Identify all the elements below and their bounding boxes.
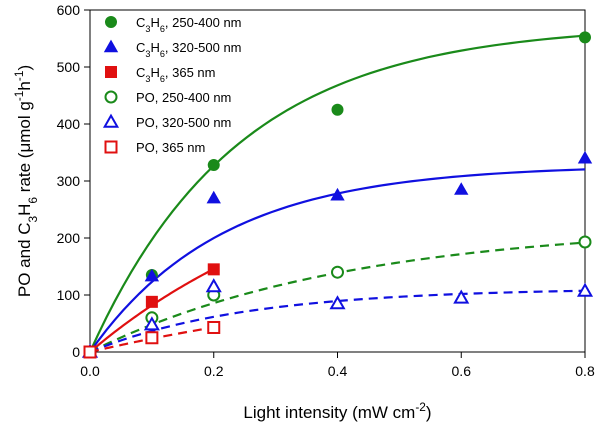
x-axis-title: Light intensity (mW cm-2): [243, 400, 431, 422]
y-tick-label: 400: [57, 116, 81, 132]
data-point: [330, 187, 345, 201]
y-tick-label: 0: [72, 344, 80, 360]
y-tick-label: 500: [57, 59, 81, 75]
fit-line: [89, 34, 586, 353]
x-tick-label: 0.4: [328, 363, 348, 379]
data-point: [578, 235, 592, 249]
legend-marker: [105, 66, 117, 78]
legend-marker: [102, 113, 120, 128]
y-axis-title: PO and C3H6 rate (μmol g-1h-1): [12, 65, 40, 297]
data-point: [205, 278, 222, 293]
legend-marker: [103, 39, 119, 53]
x-tick-label: 0.8: [575, 363, 595, 379]
data-point: [577, 150, 593, 164]
data-point: [145, 331, 159, 345]
data-point: [576, 282, 594, 297]
data-markers: [81, 31, 594, 359]
legend-label: PO, 250-400 nm: [136, 90, 231, 105]
legend-label: C3H6, 320-500 nm: [136, 40, 242, 59]
data-point: [329, 295, 346, 310]
legend-label: C3H6, 365 nm: [136, 65, 216, 84]
data-point: [83, 345, 97, 359]
legend-label: PO, 320-500 nm: [136, 115, 231, 130]
y-tick-label: 300: [57, 173, 81, 189]
legend-marker: [105, 16, 117, 28]
data-point: [145, 295, 158, 308]
legend: C3H6, 250-400 nm C3H6, 320-500 nm C3H6, 36…: [102, 15, 242, 155]
legend-label: PO, 365 nm: [136, 140, 205, 155]
x-tick-label: 0.0: [80, 363, 100, 379]
data-point: [453, 289, 470, 304]
axes: 0.0 0.2 0.4 0.6 0.8 0 100 200 300 400 500 600: [57, 2, 595, 379]
legend-label: C3H6, 250-400 nm: [136, 15, 242, 34]
axis-titles: Light intensity (mW cm-2) PO and C3H6 rat…: [12, 65, 432, 422]
x-tick-label: 0.2: [204, 363, 224, 379]
data-point: [454, 182, 469, 195]
data-point: [331, 103, 344, 116]
legend-marker: [104, 90, 118, 104]
y-tick-label: 200: [57, 230, 81, 246]
data-point: [331, 265, 344, 279]
data-point: [143, 316, 160, 331]
data-point: [144, 268, 160, 282]
x-tick-label: 0.6: [452, 363, 472, 379]
data-point: [207, 159, 220, 172]
y-tick-label: 100: [57, 287, 81, 303]
y-tick-label: 600: [57, 2, 81, 18]
legend-marker: [104, 140, 118, 154]
data-point: [207, 263, 220, 276]
data-point: [206, 190, 221, 204]
data-point: [207, 320, 221, 334]
data-point: [579, 31, 591, 44]
